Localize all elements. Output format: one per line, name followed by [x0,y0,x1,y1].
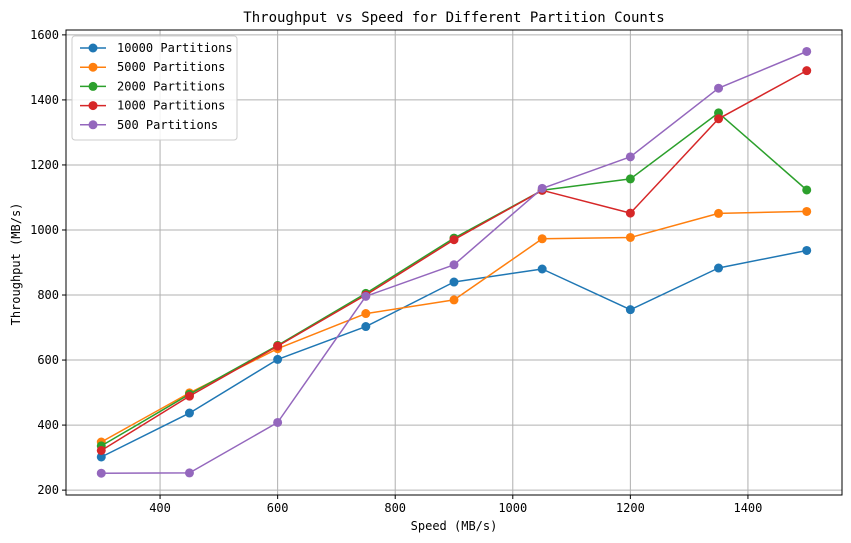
data-point [714,114,724,124]
data-point [273,417,283,427]
legend-label: 5000 Partitions [117,60,225,74]
legend-marker [88,101,98,111]
x-axis-label: Speed (MB/s) [411,519,498,533]
y-tick-label: 1200 [30,158,59,172]
grid [66,30,842,495]
data-point [361,309,371,319]
data-point [184,468,194,478]
legend-label: 500 Partitions [117,118,218,132]
data-point [537,183,547,193]
y-tick-label: 600 [37,353,59,367]
data-point [802,206,812,216]
data-point [537,234,547,244]
data-point [449,235,459,245]
data-point [184,408,194,418]
data-point [361,322,371,332]
legend-box [71,35,238,141]
legend-entry: 10000 Partitions [80,41,233,55]
data-point [449,260,459,270]
y-tick-label: 400 [37,418,59,432]
legend-marker [88,120,98,130]
y-axis-ticks: 200 400 600 800 1000 1200 1400 1600 [30,28,66,497]
y-tick-label: 1400 [30,93,59,107]
legend-marker [88,43,98,53]
y-tick-label: 1000 [30,223,59,237]
data-point [714,263,724,273]
data-point [96,468,106,478]
plot-frame [65,29,843,496]
legend-label: 1000 Partitions [117,99,225,113]
x-tick-label: 1000 [498,501,527,515]
data-point [714,208,724,218]
legend-entry: 5000 Partitions [80,60,225,74]
y-axis-label: Throughput (MB/s) [9,203,23,326]
data-point [625,174,635,184]
data-point [273,354,283,364]
data-point [96,452,106,462]
series-5 [96,46,812,478]
data-point [537,264,547,274]
data-point [361,291,371,301]
data-point [802,66,812,76]
legend-entry: 2000 Partitions [80,79,225,93]
x-tick-label: 1200 [616,501,645,515]
y-tick-label: 1600 [30,28,59,42]
chart-title: Throughput vs Speed for Different Partit… [243,10,664,26]
data-point [625,152,635,162]
legend: 10000 Partitions 5000 Partitions 2000 Part… [71,35,238,141]
y-tick-label: 200 [37,483,59,497]
x-tick-label: 600 [267,501,289,515]
data-point [184,391,194,401]
x-tick-label: 1400 [733,501,762,515]
data-point [625,305,635,315]
data-point [96,445,106,455]
y-tick-label: 800 [37,288,59,302]
series-layer [96,46,812,478]
x-tick-label: 800 [384,501,406,515]
data-point [714,83,724,93]
x-axis-ticks: 400 600 800 1000 1200 1400 [149,495,762,515]
data-point [802,46,812,56]
data-point [449,277,459,287]
legend-label: 10000 Partitions [117,41,233,55]
series-1 [96,245,812,462]
data-point [802,185,812,195]
data-point [625,208,635,218]
legend-marker [88,62,98,72]
data-point [449,295,459,305]
legend-entry: 1000 Partitions [80,99,225,113]
data-point [802,245,812,255]
data-point [273,341,283,351]
data-point [625,232,635,242]
legend-entry: 500 Partitions [80,118,218,132]
legend-label: 2000 Partitions [117,79,225,93]
x-tick-label: 400 [149,501,171,515]
legend-marker [88,81,98,91]
